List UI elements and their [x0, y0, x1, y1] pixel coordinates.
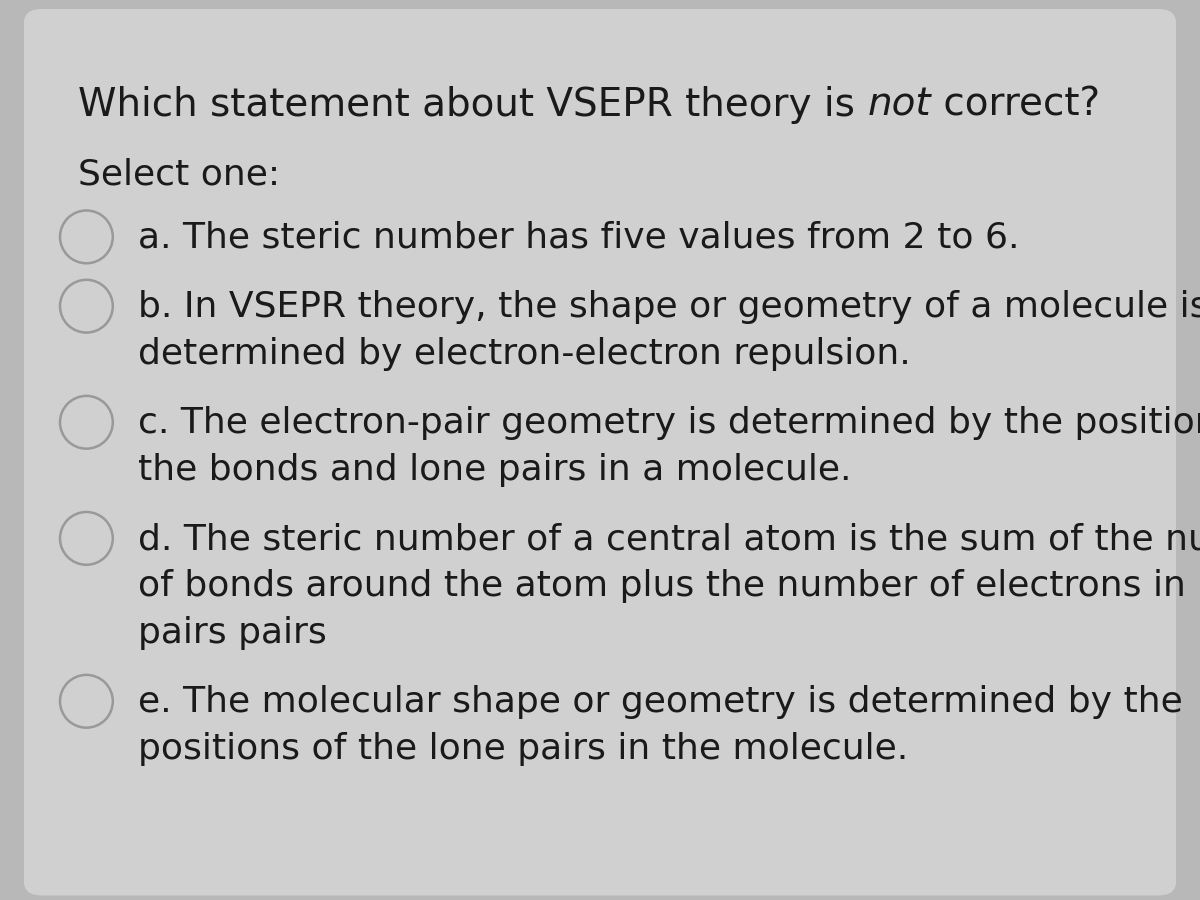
- Text: c. The electron-pair geometry is determined by the positions of: c. The electron-pair geometry is determi…: [138, 406, 1200, 440]
- Text: of bonds around the atom plus the number of electrons in lone: of bonds around the atom plus the number…: [138, 569, 1200, 603]
- Text: Which statement about VSEPR theory is: Which statement about VSEPR theory is: [78, 86, 868, 123]
- Text: pairs pairs: pairs pairs: [138, 616, 326, 650]
- Text: correct?: correct?: [931, 86, 1100, 123]
- Text: Select one:: Select one:: [78, 158, 280, 192]
- Text: not: not: [868, 86, 931, 123]
- Text: the bonds and lone pairs in a molecule.: the bonds and lone pairs in a molecule.: [138, 453, 852, 487]
- Text: b. In VSEPR theory, the shape or geometry of a molecule is: b. In VSEPR theory, the shape or geometr…: [138, 290, 1200, 324]
- Text: positions of the lone pairs in the molecule.: positions of the lone pairs in the molec…: [138, 732, 908, 766]
- Text: d. The steric number of a central atom is the sum of the number: d. The steric number of a central atom i…: [138, 522, 1200, 556]
- Text: determined by electron-electron repulsion.: determined by electron-electron repulsio…: [138, 337, 911, 371]
- Text: a. The steric number has five values from 2 to 6.: a. The steric number has five values fro…: [138, 220, 1020, 255]
- Text: e. The molecular shape or geometry is determined by the: e. The molecular shape or geometry is de…: [138, 685, 1183, 719]
